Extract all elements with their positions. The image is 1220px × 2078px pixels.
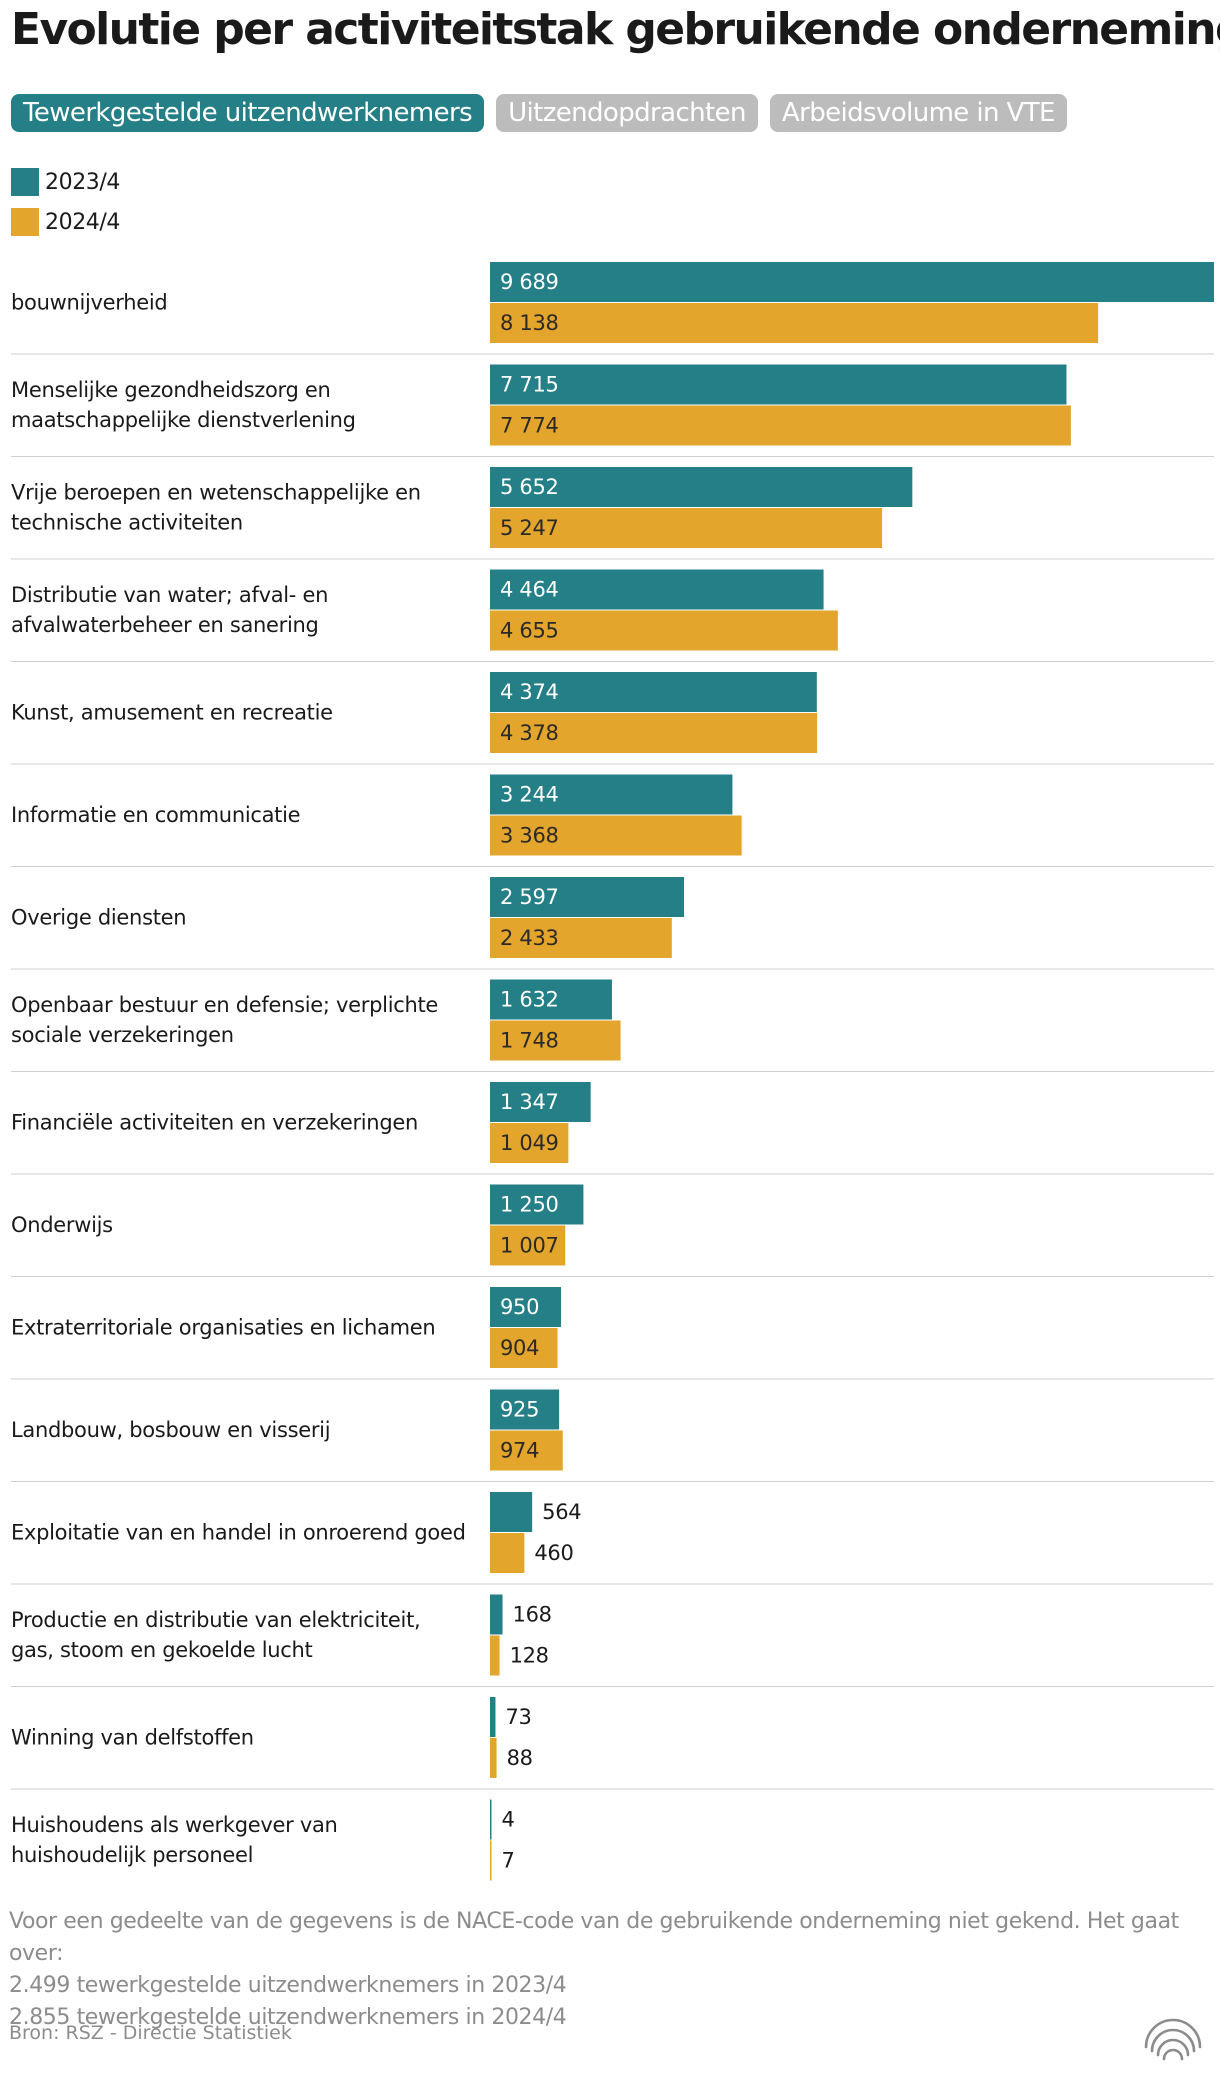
bar-2024 (490, 1430, 563, 1471)
bar-value-label: 4 378 (500, 721, 559, 745)
bar-value-label: 974 (500, 1439, 539, 1463)
bar-value-label: 1 007 (500, 1234, 559, 1258)
bar-value-label: 128 (510, 1644, 549, 1668)
bar-value-label: 73 (505, 1705, 531, 1729)
bar-2023 (490, 774, 733, 815)
bar-value-label: 2 597 (500, 885, 559, 909)
bar-2023 (490, 1287, 561, 1327)
category-label: Financiële activiteiten en verzekeringen (11, 1111, 418, 1135)
tab-arbeidsvolume-vte[interactable]: Arbeidsvolume in VTE (769, 94, 1067, 132)
category-label: Winning van delfstoffen (11, 1726, 254, 1750)
bar-value-label: 4 464 (500, 578, 559, 602)
bar-value-label: 1 632 (500, 988, 559, 1012)
category-label: Onderwijs (11, 1213, 113, 1237)
tab-uitzendopdrachten[interactable]: Uitzendopdrachten (496, 94, 758, 132)
bar-2024 (490, 713, 818, 753)
bar-value-label: 7 715 (500, 373, 559, 397)
bar-2023 (490, 1799, 492, 1840)
category-label: Vrije beroepen en wetenschappelijke en te… (11, 481, 421, 535)
bar-value-label: 2 433 (500, 926, 559, 950)
bar-value-label: 925 (500, 1398, 539, 1422)
bar-2024 (490, 405, 1071, 446)
bar-value-label: 950 (500, 1295, 539, 1319)
bar-2023 (490, 569, 824, 610)
bar-2023 (490, 877, 685, 917)
bar-value-label: 5 652 (500, 475, 559, 499)
category-label: Distributie van water; afval- en afvalwat… (11, 583, 328, 637)
legend-item-2023: 2023/4 (11, 162, 120, 202)
bar-value-label: 1 347 (500, 1090, 559, 1114)
bar-2023 (490, 1389, 560, 1430)
footnote-line-2: 2.499 tewerkgestelde uitzendwerknemers i… (9, 1973, 567, 1998)
bar-2024 (490, 918, 672, 958)
bar-2023 (490, 672, 817, 712)
bar-value-label: 5 247 (500, 516, 559, 540)
bar-2024 (490, 1738, 497, 1778)
metric-tabs: Tewerkgestelde uitzendwerknemers Uitzend… (11, 94, 1079, 132)
footnote-line-3: 2.855 tewerkgestelde uitzendwerknemers i… (9, 2005, 567, 2030)
bar-2024 (490, 815, 742, 856)
legend-label-2024: 2024/4 (45, 209, 120, 235)
bar-value-label: 8 138 (500, 311, 559, 335)
bar-value-label: 88 (507, 1746, 533, 1770)
bar-value-label: 564 (542, 1500, 581, 1524)
category-label: Informatie en communicatie (11, 803, 300, 827)
bar-2024 (490, 1328, 558, 1368)
category-label: Kunst, amusement en recreatie (11, 701, 333, 725)
bar-2024 (490, 1020, 621, 1061)
legend-label-2023: 2023/4 (45, 169, 120, 195)
bar-2023 (490, 1492, 533, 1532)
bar-2024 (490, 508, 883, 548)
category-label: bouwnijverheid (11, 291, 167, 315)
bar-2023 (490, 1184, 584, 1225)
legend-item-2024: 2024/4 (11, 202, 120, 242)
legend-swatch-2024 (11, 208, 39, 236)
bar-value-label: 4 655 (500, 619, 559, 643)
bar-2024 (490, 1123, 569, 1163)
bar-value-label: 460 (534, 1541, 573, 1565)
bar-value-label: 1 250 (500, 1193, 559, 1217)
bar-2023 (490, 1082, 591, 1122)
stacked-arcs-logo-icon (1144, 2018, 1202, 2061)
bar-value-label: 1 748 (500, 1029, 559, 1053)
bar-2023 (490, 364, 1067, 405)
source-credit: Bron: RSZ - Directie Statistiek (9, 2022, 292, 2044)
footnote: Voor een gedeelte van de gegevens is de … (9, 1906, 1220, 2034)
bar-value-label: 7 774 (500, 414, 559, 438)
category-label: Menselijke gezondheidszorg en maatschappe… (11, 378, 356, 432)
bar-value-label: 168 (513, 1603, 552, 1627)
bar-value-label: 904 (500, 1336, 539, 1360)
bar-2023 (490, 1697, 496, 1737)
bar-value-label: 4 (502, 1808, 515, 1832)
bar-2024 (490, 610, 838, 651)
bar-2024 (490, 303, 1099, 343)
bar-value-label: 1 049 (500, 1131, 559, 1155)
bar-value-label: 7 (502, 1849, 515, 1873)
legend-swatch-2023 (11, 168, 39, 196)
bar-2024 (490, 1635, 500, 1676)
footnote-line-1: Voor een gedeelte van de gegevens is de … (9, 1909, 1179, 1966)
bar-2024 (490, 1840, 492, 1881)
bar-chart: bouwnijverheid 9 689 8 138 Menselijke gezon… (11, 262, 1214, 1881)
category-label: Overige diensten (11, 906, 186, 930)
category-label: Exploitatie van en handel in onroerend g… (11, 1521, 466, 1545)
bar-2023 (490, 1594, 503, 1635)
category-label: Productie en distributie van elektricite… (11, 1608, 420, 1662)
category-label: Extraterritoriale organisaties en licham… (11, 1316, 435, 1340)
bar-2023 (490, 262, 1214, 302)
bar-2024 (490, 1533, 525, 1573)
bar-value-label: 3 244 (500, 783, 559, 807)
category-label: Landbouw, bosbouw en visserij (11, 1418, 330, 1442)
bar-2024 (490, 1225, 566, 1266)
page-title: Evolutie per activiteitstak gebruikende … (11, 4, 1220, 55)
bar-2023 (490, 467, 913, 507)
category-label: Huishoudens als werkgever van huishoudeli… (11, 1813, 338, 1867)
tab-tewerkgestelde-uitzendwerknemers[interactable]: Tewerkgestelde uitzendwerknemers (11, 94, 485, 132)
bar-value-label: 9 689 (500, 270, 559, 294)
chart-legend: 2023/4 2024/4 (11, 162, 120, 242)
bar-value-label: 3 368 (500, 824, 559, 848)
category-label: Openbaar bestuur en defensie; verplichte… (11, 993, 438, 1047)
bar-value-label: 4 374 (500, 680, 559, 704)
bar-2023 (490, 979, 612, 1020)
